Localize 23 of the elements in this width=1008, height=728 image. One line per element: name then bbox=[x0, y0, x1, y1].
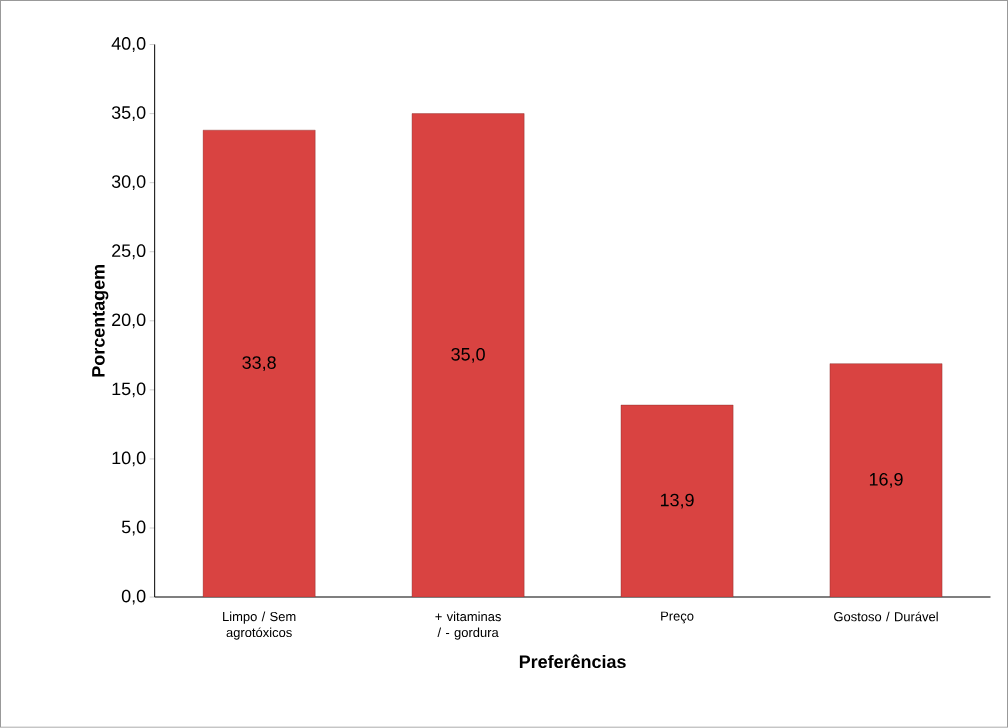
y-tick-label: 0,0 bbox=[121, 589, 146, 605]
x-tick-label: + vitaminas / - gordura bbox=[435, 611, 501, 640]
y-tick-label: 30,0 bbox=[111, 175, 146, 191]
data-label: 13,9 bbox=[660, 493, 694, 509]
y-axis-title: Porcentagem bbox=[92, 265, 109, 377]
y-tick-label: 40,0 bbox=[111, 37, 146, 53]
x-axis-title: Preferências bbox=[519, 654, 626, 669]
bar bbox=[202, 130, 316, 598]
y-tick-label: 25,0 bbox=[112, 244, 146, 260]
x-tick-label: Preço bbox=[661, 611, 694, 624]
y-tick-label: 5,0 bbox=[121, 520, 146, 536]
data-label: 33,8 bbox=[242, 356, 276, 372]
y-tick-label: 20,0 bbox=[112, 313, 146, 329]
x-tick-label: Gostoso / Durável bbox=[834, 611, 938, 622]
bar bbox=[620, 405, 734, 598]
y-tick-label: 15,0 bbox=[112, 382, 146, 398]
bar bbox=[829, 363, 943, 598]
bar bbox=[411, 113, 525, 598]
y-tick-label: 10,0 bbox=[112, 451, 146, 467]
data-label: 35,0 bbox=[451, 348, 485, 363]
x-tick-label: Limpo / Sem agrotóxicos bbox=[223, 611, 296, 640]
data-label: 16,9 bbox=[869, 473, 903, 488]
y-tick-label: 35,0 bbox=[111, 106, 146, 122]
